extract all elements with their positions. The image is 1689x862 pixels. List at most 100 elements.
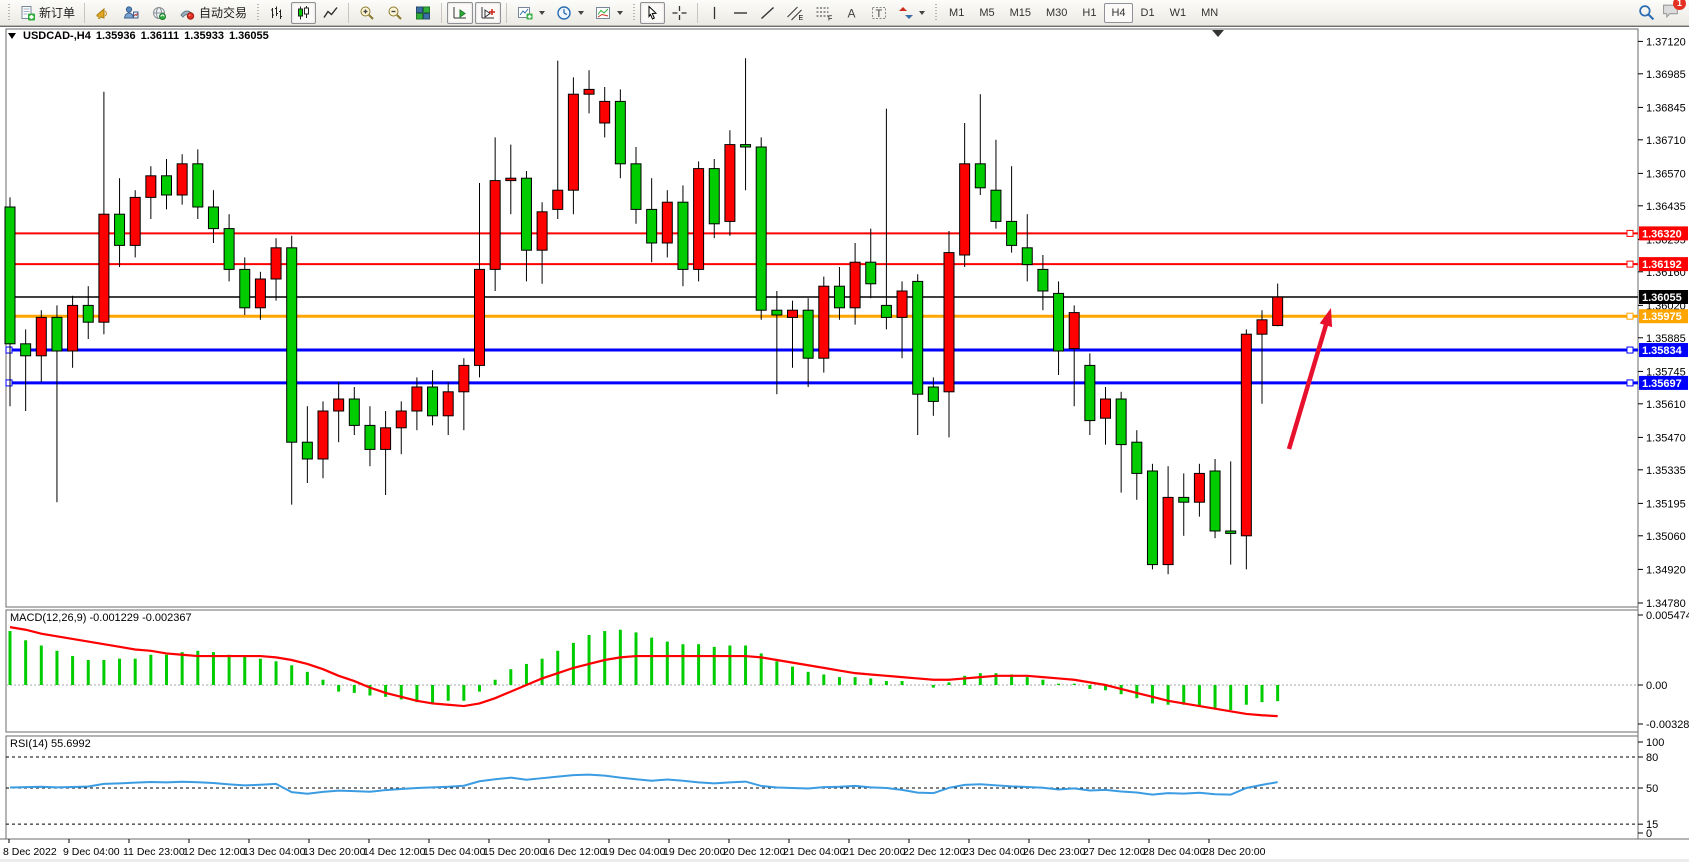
crosshair-button[interactable] (667, 2, 692, 24)
price-tick-label: 1.36710 (1646, 135, 1686, 147)
date-tick-label: 14 Dec 12:00 (363, 846, 426, 858)
zoom-out-button[interactable] (382, 2, 408, 24)
text-label-button[interactable]: T (866, 2, 892, 24)
auto-scroll-button[interactable] (447, 1, 474, 24)
candle (505, 177, 517, 182)
candle (536, 211, 548, 251)
timeframe-button-W1[interactable]: W1 (1169, 6, 1187, 19)
buy-arrow-line[interactable] (1286, 320, 1330, 450)
price-tick-label: 1.35885 (1646, 333, 1686, 345)
open-value: 1.35936 (95, 30, 136, 42)
rsi-line (9, 773, 1278, 796)
community-button[interactable] (118, 2, 144, 24)
timeframe-button-MN[interactable]: MN (1201, 6, 1219, 19)
macd-panel-plot[interactable] (5, 609, 1639, 733)
trendline-icon (761, 6, 775, 19)
date-tick-label: 13 Dec 20:00 (303, 846, 366, 858)
line-handle[interactable] (1626, 229, 1634, 237)
line-chart-button[interactable] (318, 2, 343, 24)
candlestick-chart-icon (298, 5, 310, 19)
svg-text:A: A (848, 6, 856, 20)
rsi-tick-label: 15 (1646, 819, 1658, 831)
timeframe-button-H1[interactable]: H1 (1082, 6, 1097, 19)
signals-button[interactable] (146, 2, 172, 24)
arrows-icon (899, 6, 914, 19)
toolbar-grip[interactable] (933, 3, 939, 22)
buy-arrow-head[interactable] (1319, 308, 1333, 328)
candle (1115, 398, 1127, 446)
chart-canvas[interactable]: 1.37120 1.36985 1.36845 1.36710 1.36570 1.364… (0, 27, 1689, 862)
cursor-button[interactable] (640, 1, 666, 24)
autotrade-button[interactable]: 自动交易 (174, 2, 251, 24)
candle (1256, 319, 1268, 335)
periods-dropdown[interactable] (551, 2, 588, 24)
tile-windows-button[interactable] (410, 2, 436, 24)
price-level-tag (1639, 290, 1688, 304)
price-tick-label: 1.35195 (1646, 498, 1686, 510)
date-tick-label: 21 Dec 20:00 (843, 846, 906, 858)
zoom-in-button[interactable] (354, 2, 380, 24)
main-toolbar: 新订单 (0, 0, 1689, 26)
bar-chart-button[interactable] (264, 2, 289, 24)
candle (927, 386, 939, 402)
timeframe-group: M1 M5 M15 M30 H1 H4 D1 W1 MN (942, 2, 1225, 23)
new-order-button[interactable]: 新订单 (15, 2, 79, 24)
candle (286, 247, 298, 443)
new-chart-dropdown[interactable] (512, 2, 549, 24)
chart-shift-marker[interactable] (1212, 30, 1224, 37)
chart-shift-button[interactable] (475, 1, 502, 24)
text-button[interactable]: A (840, 2, 864, 24)
candle (943, 252, 955, 393)
line-handle[interactable] (5, 379, 13, 387)
zoom-in-icon (360, 6, 374, 20)
date-tick-label: 19 Dec 20:00 (663, 846, 726, 858)
candle (708, 168, 720, 225)
notifications-button[interactable]: 1 (1661, 0, 1686, 24)
toolbar-grip[interactable] (631, 3, 637, 22)
alerts-button[interactable] (90, 2, 116, 24)
search-icon[interactable] (1638, 4, 1655, 21)
macd-indicator-label: MACD(12,26,9) -0.001229 -0.002367 (10, 612, 192, 624)
time-scale[interactable] (0, 839, 1689, 861)
toolbar-separator (348, 2, 350, 23)
date-tick-label: 23 Dec 04:00 (963, 846, 1026, 858)
equidistant-channel-button[interactable]: E (782, 2, 809, 24)
candle (1225, 530, 1237, 534)
timeframe-button-D1[interactable]: D1 (1140, 6, 1155, 19)
timeframe-button-M1[interactable]: M1 (949, 6, 965, 19)
line-handle[interactable] (5, 346, 13, 354)
timeframe-button-M15[interactable]: M15 (1009, 6, 1031, 19)
community-person-icon (123, 5, 139, 18)
candle (1068, 312, 1080, 350)
price-level-tag (1639, 375, 1688, 390)
horizontal-line-button[interactable] (728, 2, 753, 24)
timeframe-button-M30[interactable]: M30 (1046, 6, 1068, 19)
toolbar-grip[interactable] (255, 3, 261, 22)
line-handle[interactable] (1626, 379, 1634, 387)
candle (1162, 496, 1174, 566)
toolbar-grip[interactable] (6, 3, 11, 22)
timeframe-button-H4[interactable]: H4 (1104, 2, 1133, 23)
candlestick-chart-button[interactable] (291, 1, 317, 24)
vertical-line-button[interactable] (703, 2, 726, 24)
date-tick-label: 21 Dec 04:00 (783, 846, 846, 858)
line-handle[interactable] (1626, 260, 1634, 268)
template-icon (596, 6, 611, 19)
arrows-dropdown[interactable] (894, 2, 929, 24)
candle (1146, 470, 1158, 566)
fibonacci-button[interactable]: F (811, 2, 838, 24)
date-tick-label: 16 Dec 12:00 (543, 846, 606, 858)
templates-dropdown[interactable] (590, 2, 627, 24)
candle (599, 100, 611, 124)
fibonacci-icon: F (816, 7, 832, 21)
candle (129, 196, 141, 246)
candle (51, 316, 63, 352)
line-handle[interactable] (1626, 312, 1634, 320)
line-handle[interactable] (1626, 346, 1634, 354)
date-tick-label: 22 Dec 12:00 (903, 846, 966, 858)
horn-icon (96, 7, 108, 19)
timeframe-button-M5[interactable]: M5 (979, 6, 995, 19)
trendline-button[interactable] (755, 2, 780, 24)
candle (1006, 220, 1018, 246)
